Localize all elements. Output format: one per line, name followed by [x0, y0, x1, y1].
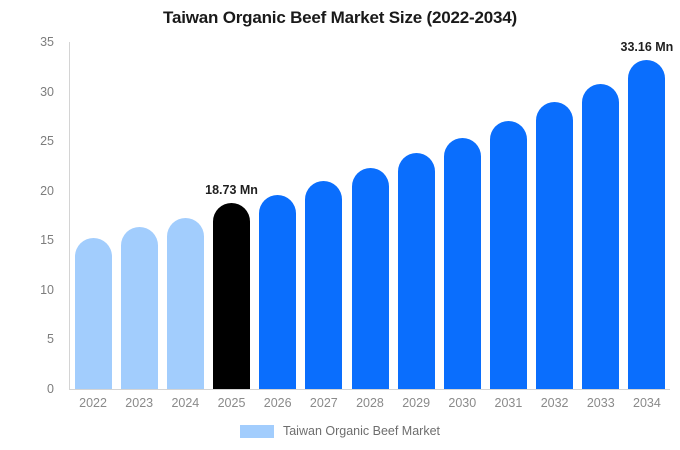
y-tick-label-25: 25 [40, 134, 54, 149]
y-tick-label-35: 35 [40, 35, 54, 49]
legend-swatch-icon [239, 424, 274, 438]
x-axis-tick-labels: 2022 2023 2024 2025 2026 2027 2028 2029 2030 2031… [70, 396, 670, 414]
bar-2034[interactable] [628, 60, 666, 389]
y-tick-label-5: 5 [47, 332, 54, 347]
x-tick-label-2032: 2032 [540, 396, 569, 410]
chart-title: Taiwan Organic Beef Market Size (2022-20… [163, 8, 517, 27]
x-axis-line [69, 389, 670, 390]
bar-2033[interactable] [582, 83, 620, 389]
y-axis-line [69, 42, 70, 390]
x-tick-label-2033: 2033 [586, 396, 615, 410]
bar-2030[interactable] [443, 138, 481, 389]
chart-legend: Taiwan Organic Beef Market [0, 424, 680, 438]
bar-2025[interactable] [213, 203, 251, 389]
x-tick-label-2034: 2034 [633, 396, 661, 410]
x-tick-label-2022: 2022 [79, 396, 107, 410]
x-tick-label-2029: 2029 [402, 396, 431, 410]
y-axis-tick-labels: 0 5 10 15 20 25 30 35 [0, 0, 62, 450]
bar-2031[interactable] [489, 121, 527, 389]
y-tick-label-20: 20 [40, 183, 54, 198]
bar-2027[interactable] [305, 180, 343, 389]
x-tick-label-2030: 2030 [448, 396, 477, 410]
y-tick-label-0: 0 [47, 382, 54, 396]
x-tick-label-2025: 2025 [217, 396, 246, 410]
x-tick-label-2026: 2026 [263, 396, 292, 410]
bar-2029[interactable] [397, 153, 435, 389]
legend-label: Taiwan Organic Beef Market [282, 424, 440, 438]
bar-2024[interactable] [166, 218, 204, 389]
bar-value-annotation-2025: 18.73 Mn [205, 183, 258, 198]
bars-layer [70, 0, 670, 450]
x-tick-label-2028: 2028 [356, 396, 384, 410]
bar-2032[interactable] [536, 102, 574, 389]
bar-2028[interactable] [351, 167, 389, 389]
y-tick-label-15: 15 [40, 233, 54, 248]
x-tick-label-2023: 2023 [125, 396, 154, 410]
y-tick-label-30: 30 [40, 84, 54, 99]
y-tick-label-10: 10 [40, 282, 54, 297]
bar-value-annotation-2034: 33.16 Mn [620, 40, 674, 55]
bar-2022[interactable] [74, 238, 112, 389]
bar-2026[interactable] [259, 194, 297, 389]
x-tick-label-2024: 2024 [171, 396, 200, 410]
bar-2023[interactable] [120, 227, 158, 389]
x-tick-label-2027: 2027 [309, 396, 338, 410]
x-tick-label-2031: 2031 [494, 396, 523, 410]
